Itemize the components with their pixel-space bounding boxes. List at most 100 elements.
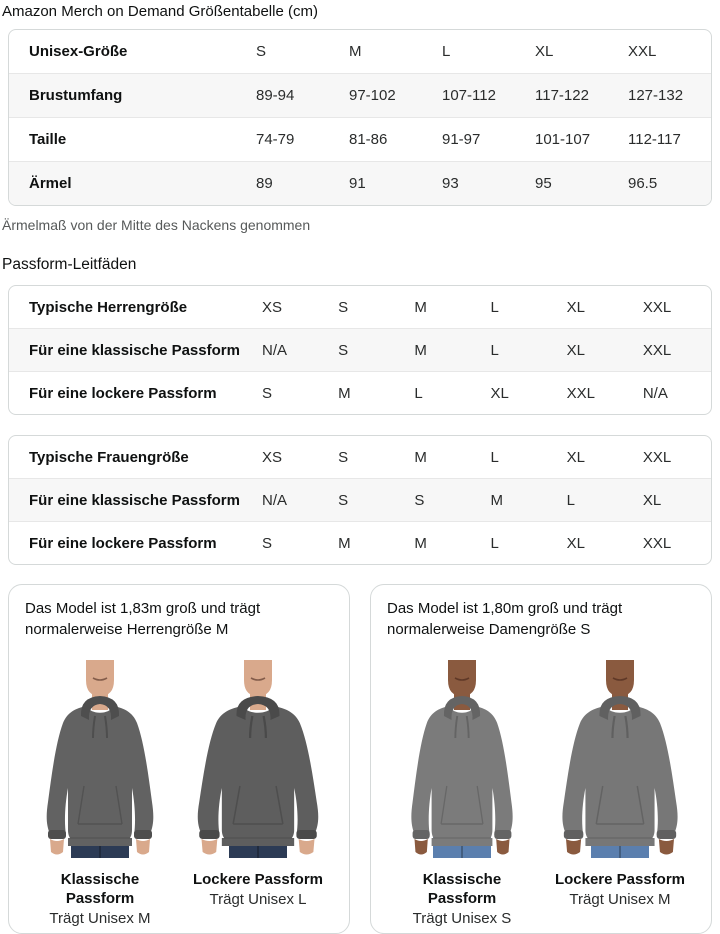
column-header: L bbox=[442, 43, 451, 60]
cell: 89-94 bbox=[256, 87, 295, 104]
table-row-chest: Brustumfang 89-94 97-102 107-112 117-122… bbox=[9, 73, 711, 117]
cell: M bbox=[490, 491, 503, 509]
column-header: XXL bbox=[628, 43, 657, 60]
table-row-typical-mens-size: Typische Herrengröße XS S M L XL XXL bbox=[9, 286, 711, 328]
column-header: S bbox=[256, 43, 267, 60]
cell: XS bbox=[262, 448, 283, 466]
cell: 101-107 bbox=[535, 131, 591, 148]
cell: L bbox=[566, 491, 575, 509]
male-model-loose-fit-hoodie-image bbox=[183, 654, 333, 864]
cell: 117-122 bbox=[535, 87, 589, 104]
cell: L bbox=[414, 384, 423, 402]
row-label: Brustumfang bbox=[29, 87, 123, 104]
row-label: Ärmel bbox=[29, 175, 72, 192]
card-title: Das Model ist 1,80m groß und trägt norma… bbox=[387, 600, 623, 638]
table-row-classic-fit: Für eine klassische Passform N/A S M L X… bbox=[9, 328, 711, 371]
table-row-loose-fit: Für eine lockere Passform S M M L XL XXL bbox=[9, 521, 711, 564]
fit-caption: Klassische Passform bbox=[60, 871, 140, 907]
cell: XXL bbox=[642, 534, 672, 552]
cell: M bbox=[414, 448, 427, 466]
cell: M bbox=[414, 341, 427, 359]
size-caption: Trägt Unisex S bbox=[412, 910, 512, 927]
mens-fit-table: Typische Herrengröße XS S M L XL XXL Für… bbox=[8, 285, 712, 415]
cell: S bbox=[338, 448, 349, 466]
cell: S bbox=[414, 491, 425, 509]
row-label: Für eine lockere Passform bbox=[29, 384, 217, 402]
fit-caption: Klassische Passform bbox=[422, 871, 502, 907]
row-label: Taille bbox=[29, 131, 67, 148]
unisex-size-table: Unisex-Größe S M L XL XXL Brustumfang 89… bbox=[8, 29, 712, 206]
fit-guides-heading: Passform-Leitfäden bbox=[2, 256, 137, 273]
column-header: XL bbox=[535, 43, 554, 60]
cell: 95 bbox=[535, 175, 552, 192]
cell: 93 bbox=[442, 175, 459, 192]
row-label: Typische Herrengröße bbox=[29, 298, 188, 316]
cell: XXL bbox=[642, 298, 672, 316]
cell: XXL bbox=[642, 341, 672, 359]
cell: L bbox=[490, 298, 499, 316]
column-header: M bbox=[349, 43, 362, 60]
cell: S bbox=[338, 298, 349, 316]
model-cards: Das Model ist 1,83m groß und trägt norma… bbox=[8, 584, 712, 934]
table-header-row: Unisex-Größe S M L XL XXL bbox=[9, 30, 711, 73]
figure-block: Lockere Passform Trägt Unisex M bbox=[545, 654, 695, 929]
cell: N/A bbox=[642, 384, 668, 402]
cell: 97-102 bbox=[349, 87, 396, 104]
cell: L bbox=[490, 534, 499, 552]
male-model-card: Das Model ist 1,83m groß und trägt norma… bbox=[8, 584, 350, 934]
cell: 89 bbox=[256, 175, 273, 192]
table-row-sleeve: Ärmel 89 91 93 95 96.5 bbox=[9, 161, 711, 205]
figure-block: Klassische Passform Trägt Unisex M bbox=[25, 654, 175, 929]
cell: 107-112 bbox=[442, 87, 496, 104]
cell: N/A bbox=[262, 341, 288, 359]
row-label: Unisex-Größe bbox=[29, 43, 128, 60]
card-title: Das Model ist 1,83m groß und trägt norma… bbox=[25, 600, 261, 638]
figures-row: Klassische Passform Trägt Unisex S Locke… bbox=[387, 654, 695, 929]
cell: XL bbox=[566, 298, 586, 316]
womens-fit-table: Typische Frauengröße XS S M L XL XXL Für… bbox=[8, 435, 712, 565]
cell: XL bbox=[642, 491, 662, 509]
figure-block: Lockere Passform Trägt Unisex L bbox=[183, 654, 333, 929]
page-title: Amazon Merch on Demand Größentabelle (cm… bbox=[2, 3, 318, 20]
fit-caption: Lockere Passform bbox=[192, 871, 324, 888]
cell: S bbox=[262, 384, 273, 402]
cell: XXL bbox=[566, 384, 596, 402]
cell: M bbox=[414, 534, 427, 552]
female-model-loose-fit-hoodie-image bbox=[545, 654, 695, 864]
cell: 74-79 bbox=[256, 131, 295, 148]
cell: XL bbox=[566, 448, 586, 466]
row-label: Für eine klassische Passform bbox=[29, 341, 240, 359]
row-label: Für eine lockere Passform bbox=[29, 534, 217, 552]
table-row-classic-fit: Für eine klassische Passform N/A S S M L… bbox=[9, 478, 711, 521]
cell: M bbox=[338, 384, 351, 402]
cell: 127-132 bbox=[628, 87, 684, 104]
cell: N/A bbox=[262, 491, 288, 509]
cell: XL bbox=[566, 341, 586, 359]
figures-row: Klassische Passform Trägt Unisex M Locke… bbox=[25, 654, 333, 929]
cell: XXL bbox=[642, 448, 672, 466]
row-label: Für eine klassische Passform bbox=[29, 491, 240, 509]
cell: 81-86 bbox=[349, 131, 388, 148]
figure-block: Klassische Passform Trägt Unisex S bbox=[387, 654, 537, 929]
size-caption: Trägt Unisex M bbox=[569, 891, 671, 908]
cell: 91 bbox=[349, 175, 366, 192]
cell: L bbox=[490, 341, 499, 359]
size-caption: Trägt Unisex L bbox=[209, 891, 307, 908]
cell: XL bbox=[566, 534, 586, 552]
cell: 112-117 bbox=[628, 131, 681, 148]
cell: M bbox=[414, 298, 427, 316]
cell: 91-97 bbox=[442, 131, 481, 148]
female-model-classic-fit-hoodie-image bbox=[387, 654, 537, 864]
size-caption: Trägt Unisex M bbox=[49, 910, 151, 927]
cell: XL bbox=[490, 384, 509, 402]
cell: L bbox=[490, 448, 499, 466]
cell: 96.5 bbox=[628, 175, 658, 192]
table-row-waist: Taille 74-79 81-86 91-97 101-107 112-117 bbox=[9, 117, 711, 161]
row-label: Typische Frauengröße bbox=[29, 448, 189, 466]
male-model-classic-fit-hoodie-image bbox=[25, 654, 175, 864]
cell: S bbox=[338, 491, 349, 509]
table-row-loose-fit: Für eine lockere Passform S M L XL XXL N… bbox=[9, 371, 711, 414]
sleeve-measure-footnote: Ärmelmaß von der Mitte des Nackens genom… bbox=[2, 217, 311, 233]
female-model-card: Das Model ist 1,80m groß und trägt norma… bbox=[370, 584, 712, 934]
